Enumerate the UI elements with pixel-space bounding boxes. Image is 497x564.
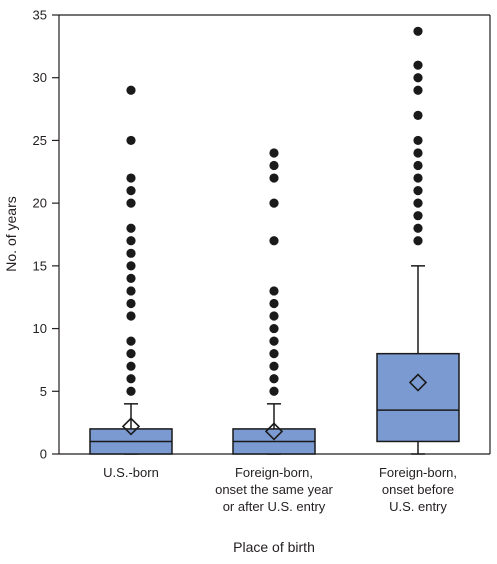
outlier-point — [269, 349, 279, 359]
outlier-point — [413, 85, 423, 95]
outlier-point — [269, 286, 279, 296]
x-category-label: Foreign-born, — [235, 465, 313, 480]
outlier-point — [126, 298, 136, 309]
outlier-point — [126, 311, 136, 321]
outlier-point — [269, 298, 279, 309]
y-tick-label: 35 — [33, 8, 47, 23]
outlier-point — [269, 374, 279, 384]
boxes — [89, 26, 460, 455]
outlier-point — [269, 323, 279, 334]
box-group — [376, 26, 460, 455]
outlier-point — [126, 374, 136, 384]
x-axis-title: Place of birth — [233, 539, 315, 555]
outlier-point — [126, 186, 136, 196]
x-category-label: Foreign-born, — [379, 465, 457, 480]
mean-marker — [121, 417, 141, 436]
outlier-point — [413, 173, 423, 183]
outlier-point — [269, 160, 279, 171]
outlier-point — [413, 26, 423, 36]
y-axis-ticks: 0 5 10 15 20 25 30 35 — [33, 8, 59, 462]
outlier-point — [269, 173, 279, 183]
outlier-point — [413, 186, 423, 196]
outlier-point — [269, 148, 279, 158]
outlier-point — [126, 261, 136, 271]
outlier-point — [126, 135, 136, 146]
mean-marker — [264, 422, 284, 441]
outlier-point — [126, 361, 136, 371]
mean-marker — [408, 373, 428, 392]
y-axis-title: No. of years — [3, 196, 19, 271]
outlier-point — [126, 349, 136, 359]
iqr-box — [376, 352, 460, 443]
outlier-point — [126, 85, 136, 95]
outlier-point — [413, 135, 423, 146]
outlier-point — [413, 73, 423, 83]
outlier-point — [126, 223, 136, 233]
outlier-point — [269, 311, 279, 321]
outlier-point — [413, 223, 423, 233]
outlier-point — [269, 236, 279, 246]
outlier-point — [126, 173, 136, 183]
y-tick-label: 10 — [33, 321, 47, 336]
outlier-point — [126, 198, 136, 208]
y-tick-label: 5 — [40, 384, 47, 399]
x-category-label: onset before — [382, 482, 454, 497]
box-group — [89, 85, 173, 455]
outlier-point — [126, 286, 136, 296]
outlier-point — [413, 60, 423, 70]
y-tick-label: 30 — [33, 70, 47, 85]
outlier-point — [126, 386, 136, 396]
outlier-point — [126, 248, 136, 258]
outlier-point — [413, 211, 423, 221]
outlier-point — [126, 336, 136, 346]
outlier-point — [269, 361, 279, 371]
outlier-point — [269, 198, 279, 208]
outlier-point — [413, 198, 423, 208]
outlier-point — [413, 160, 423, 171]
outlier-point — [413, 148, 423, 158]
x-category-label: U.S. entry — [389, 499, 447, 514]
x-axis-category-labels: U.S.-born Foreign-born, onset the same yea… — [103, 465, 457, 514]
x-category-label: U.S.-born — [103, 465, 159, 480]
box-group — [232, 148, 316, 455]
outlier-point — [126, 273, 136, 283]
y-tick-label: 15 — [33, 258, 47, 273]
outlier-point — [269, 336, 279, 346]
x-category-label: or after U.S. entry — [223, 499, 326, 514]
y-tick-label: 0 — [40, 447, 47, 462]
outlier-point — [269, 386, 279, 396]
outlier-point — [126, 236, 136, 246]
outlier-point — [413, 110, 423, 120]
y-tick-label: 25 — [33, 133, 47, 148]
outlier-point — [413, 236, 423, 246]
y-tick-label: 20 — [33, 196, 47, 211]
x-category-label: onset the same year — [215, 482, 333, 497]
